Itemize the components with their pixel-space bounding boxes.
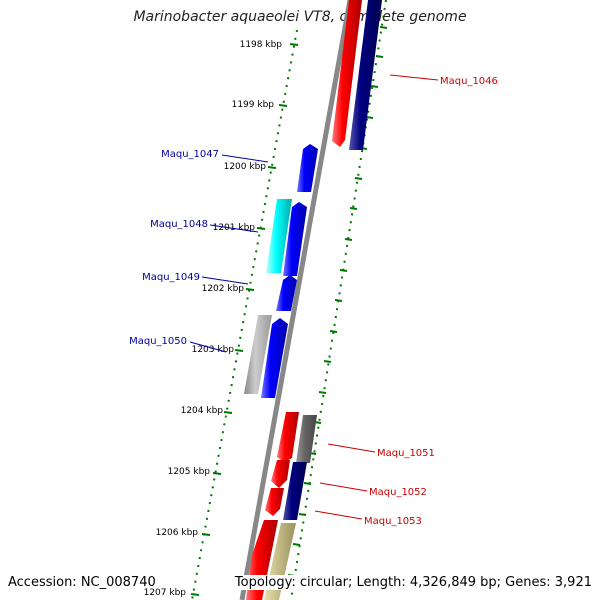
inner-ring-ticks [190,43,299,596]
gene-label-maqu-1047[interactable]: Maqu_1047 [161,149,219,160]
inner-features [244,199,292,394]
gene-maqu-1046-red[interactable] [332,0,362,147]
scale-label: 1206 kbp [156,528,199,538]
map-title: Marinobacter aquaeolei VT8, complete gen… [133,9,467,25]
genome-stats-text: Topology: circular; Length: 4,326,849 bp… [230,575,592,590]
scale-label: 1198 kbp [240,40,283,50]
scale-label: 1200 kbp [224,162,267,172]
scale-label: 1204 kbp [181,406,224,416]
gene-label-maqu-1050[interactable]: Maqu_1050 [129,336,187,347]
outer-ring-ticks [287,26,388,577]
outer-features [246,0,382,600]
gene-label-maqu-1046[interactable]: Maqu_1046 [440,76,498,87]
scale-label: 1205 kbp [168,467,211,477]
gene-blue-feature[interactable] [276,275,297,311]
gene-maqu-1051-gray[interactable] [296,415,317,463]
gene-label-maqu-1049[interactable]: Maqu_1049 [142,272,200,283]
gene-blue-feature[interactable] [283,202,307,276]
gene-maqu-1046-navy[interactable] [349,0,382,150]
gene-maqu-1052-navy[interactable] [283,462,307,520]
gene-blue-feature[interactable] [297,144,318,192]
gene-maqu-1050-gray[interactable] [244,315,272,394]
inner-scale-ring [191,29,298,600]
scale-label: 1207 kbp [144,588,187,598]
gene-maqu-1048-cyan[interactable] [266,199,292,273]
gene-maqu-1051-red[interactable] [277,412,299,462]
gene-label-maqu-1052[interactable]: Maqu_1052 [369,487,427,498]
callout-lines [189,74,439,520]
scale-label: 1202 kbp [202,284,245,294]
gene-label-maqu-1051[interactable]: Maqu_1051 [377,448,435,459]
accession-text: Accession: NC_008740 [8,575,156,590]
genome-backbone [239,0,353,600]
gene-maqu-1052-red[interactable] [271,460,290,488]
scale-label: 1199 kbp [232,100,275,110]
gene-label-maqu-1053[interactable]: Maqu_1053 [364,516,422,527]
gene-label-maqu-1048[interactable]: Maqu_1048 [150,219,208,230]
gene-maqu-1053-red[interactable] [265,488,284,516]
gene-blue-feature[interactable] [261,318,288,398]
scale-label: 1203 kbp [192,345,235,355]
